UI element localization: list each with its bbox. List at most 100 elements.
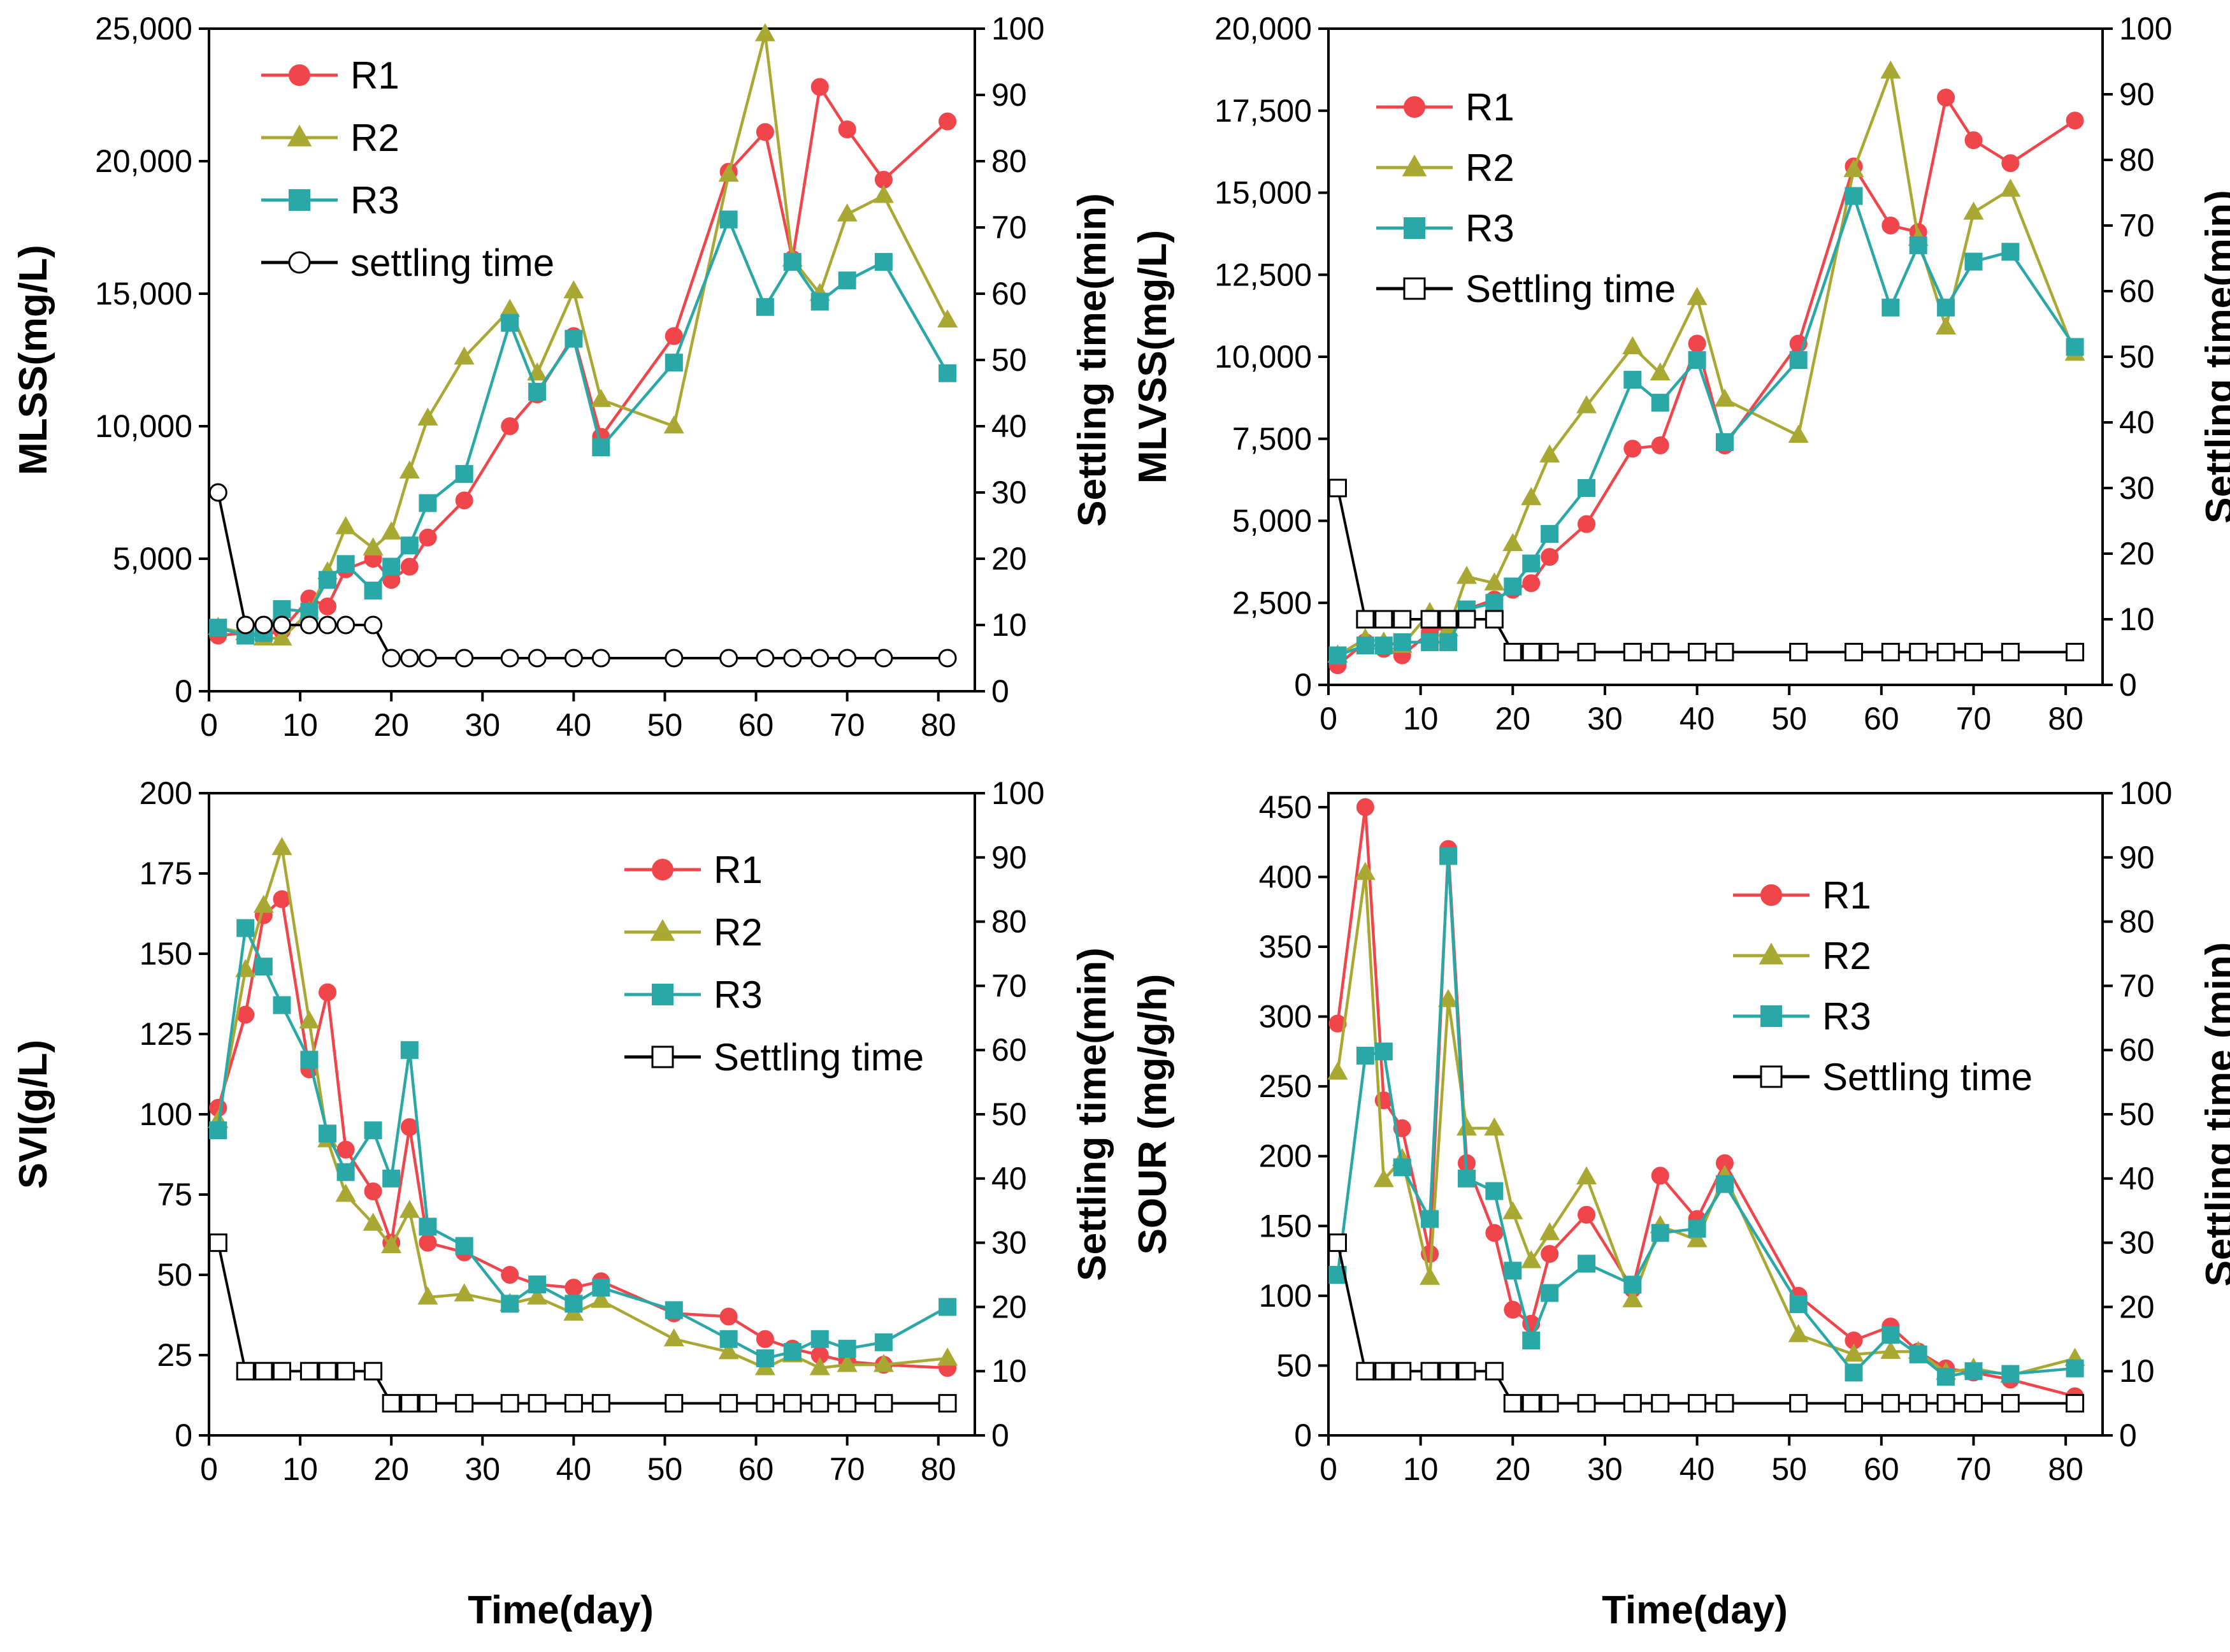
data-point-r3	[1937, 298, 1955, 317]
data-point-r2	[718, 1340, 739, 1360]
data-point-settling-time	[455, 1394, 474, 1413]
data-point-r2	[1788, 424, 1809, 443]
y2-tick-label: 90	[991, 840, 1027, 875]
data-point-settling-time	[719, 649, 738, 668]
data-point-r3	[2001, 1365, 2020, 1383]
legend-marker	[1760, 1005, 1782, 1027]
data-point-settling-time	[1420, 610, 1439, 629]
data-point-r1	[419, 1233, 437, 1252]
data-point-r3	[1504, 1261, 1522, 1280]
data-point-r3	[1688, 351, 1706, 370]
data-point-r3	[364, 1121, 382, 1140]
legend: R1 R2 R3 Settling time	[1733, 874, 2032, 1098]
x-tick-label: 40	[556, 707, 592, 743]
y-tick-label: 0	[175, 673, 192, 709]
data-point-r2	[1456, 1117, 1477, 1136]
data-point-r3	[1651, 1224, 1669, 1242]
legend-label: R3	[1465, 207, 1514, 250]
data-point-r3	[209, 1121, 227, 1140]
data-point-r2	[299, 1010, 320, 1029]
data-point-settling-time	[1503, 1394, 1522, 1413]
y-tick-label: 75	[157, 1177, 192, 1212]
data-point-settling-time	[500, 649, 519, 668]
x-tick-label: 70	[830, 1451, 865, 1487]
data-point-settling-time	[1936, 643, 1955, 661]
x-tick-label: 40	[1680, 1451, 1715, 1487]
legend-marker	[651, 1045, 674, 1068]
x-tick-label: 0	[200, 707, 218, 743]
y2-axis-title: Settling time(min)	[2198, 190, 2230, 524]
x-tick-label: 70	[1956, 701, 1992, 736]
data-point-r1	[719, 1307, 738, 1326]
data-point-settling-time	[455, 649, 474, 668]
data-point-r1	[1964, 131, 1983, 150]
x-tick-label: 0	[200, 1451, 218, 1487]
data-point-settling-time	[500, 1394, 519, 1413]
data-point-r2	[873, 1354, 894, 1372]
y2-tick-label: 70	[991, 968, 1027, 1003]
data-point-r3	[1715, 433, 1734, 451]
x-axis-title-left: Time(day)	[468, 1588, 654, 1632]
x-tick-label: 80	[2048, 1451, 2083, 1487]
data-point-r3	[364, 581, 382, 600]
x-tick-label: 10	[282, 707, 318, 743]
data-point-r2	[1880, 60, 1901, 79]
y-tick-label: 0	[1294, 667, 1312, 703]
y2-tick-label: 100	[991, 775, 1044, 811]
data-point-r3	[939, 364, 957, 382]
data-point-r3	[1393, 633, 1411, 652]
data-point-r2	[937, 1347, 958, 1366]
legend-marker	[1404, 96, 1425, 118]
legend-label: R1	[350, 54, 399, 97]
data-point-r1	[1485, 1224, 1504, 1242]
data-point-r1	[455, 491, 473, 510]
data-point-r3	[592, 1279, 610, 1297]
data-point-settling-time	[1623, 643, 1642, 661]
data-point-settling-time	[1936, 1394, 1955, 1413]
data-point-r3	[756, 298, 774, 316]
y2-tick-label: 70	[2119, 968, 2155, 1003]
data-point-settling-time	[272, 1361, 291, 1381]
legend-label: R2	[714, 911, 763, 954]
data-point-r1	[319, 597, 337, 615]
y2-tick-label: 20	[991, 1289, 1027, 1325]
legend-label: R1	[714, 849, 763, 891]
x-tick-label: 50	[1771, 701, 1807, 736]
data-point-r1	[1623, 440, 1642, 458]
data-point-r3	[2066, 338, 2084, 356]
data-point-settling-time	[1577, 643, 1596, 661]
y-tick-label: 7,500	[1232, 421, 1312, 457]
legend-marker	[1760, 884, 1782, 906]
data-point-settling-time	[591, 1394, 610, 1413]
y2-tick-label: 0	[2119, 667, 2137, 703]
y2-tick-label: 0	[991, 673, 1009, 709]
data-point-settling-time	[236, 615, 255, 635]
data-point-r2	[1576, 1166, 1597, 1185]
data-point-r3	[273, 996, 291, 1014]
data-point-r3	[719, 1330, 738, 1348]
data-point-r2	[1687, 1229, 1708, 1247]
y-tick-label: 175	[140, 856, 192, 891]
chart-panel-mlss: 0 10 20 30 40 50 60 70 80 0 5,000 10,000 15,000 20,00…	[11, 11, 1114, 743]
data-point-r3	[1328, 646, 1347, 664]
legend-marker	[287, 124, 312, 147]
x-tick-label: 70	[1956, 1451, 1992, 1487]
legend-marker	[1403, 277, 1426, 300]
data-point-r2	[1420, 1267, 1441, 1285]
legend-label: R1	[1822, 874, 1871, 917]
data-point-r2	[399, 1200, 420, 1218]
data-point-r2	[1327, 1061, 1348, 1080]
data-point-r3	[1623, 371, 1642, 389]
data-point-settling-time	[564, 649, 583, 668]
data-point-r1	[1651, 1167, 1669, 1185]
data-point-r2	[527, 362, 548, 381]
data-point-settling-time	[783, 649, 802, 668]
y-tick-label: 250	[1259, 1068, 1312, 1104]
data-point-r1	[1541, 548, 1559, 566]
data-point-r1	[319, 983, 337, 1002]
data-point-r3	[1789, 1295, 1808, 1314]
data-point-r2	[381, 521, 402, 540]
y2-tick-label: 80	[991, 143, 1027, 179]
data-point-settling-time	[1521, 1394, 1541, 1413]
data-point-settling-time	[1374, 610, 1393, 629]
